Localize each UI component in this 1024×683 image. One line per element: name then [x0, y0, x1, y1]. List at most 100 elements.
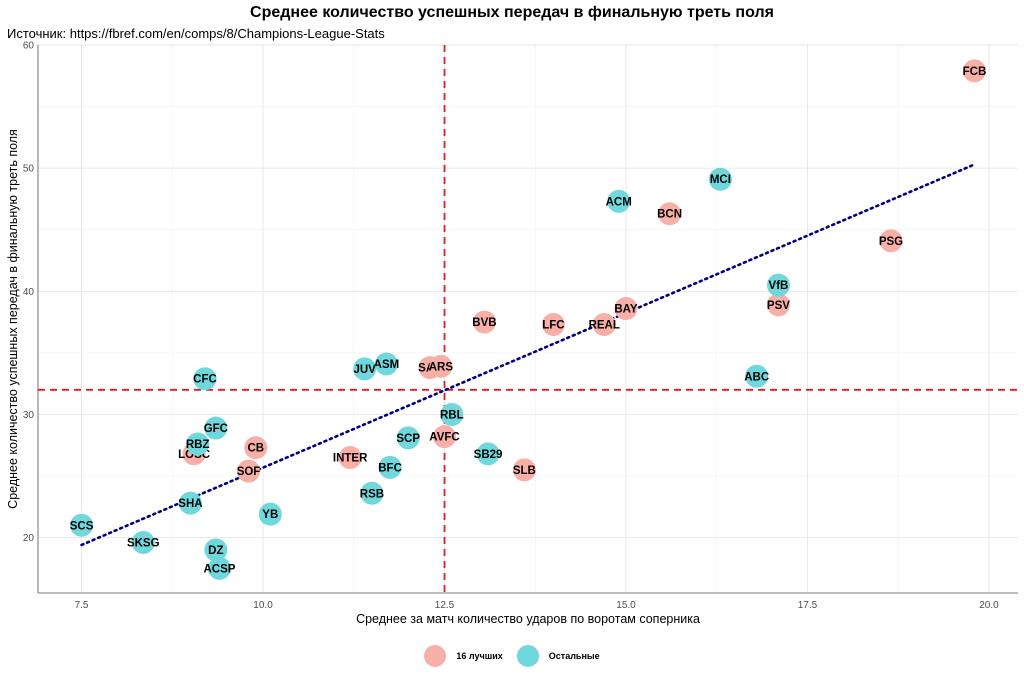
chart-title: Среднее количество успешных передач в фи… — [250, 4, 774, 21]
point-cfc: CFC — [193, 367, 217, 391]
point-abc: ABC — [744, 364, 769, 388]
point-label: SCS — [70, 520, 94, 532]
y-tick-label: 30 — [23, 410, 35, 421]
data-points: FCBPSGBCNPSVBAYREALLFCBVBSAPARSAVFCSLBIN… — [70, 59, 987, 580]
trend-line-path — [80, 163, 976, 547]
point-label: SCP — [396, 433, 420, 445]
legend-label-top16: 16 лучших — [456, 651, 503, 661]
point-sksg: SKSG — [127, 531, 160, 555]
point-lfc: LFC — [541, 313, 565, 337]
point-scs: SCS — [70, 513, 94, 537]
legend-item-others: Остальные — [516, 645, 600, 667]
point-marker — [374, 352, 398, 376]
point-label: FCB — [963, 66, 987, 78]
point-marker — [204, 538, 228, 562]
point-marker — [178, 491, 202, 515]
point-bvb: BVB — [472, 310, 497, 334]
chart-subtitle: Источник: https://fbref.com/en/comps/8/C… — [7, 26, 385, 41]
point-cb: CB — [244, 436, 268, 460]
point-label: SKSG — [127, 538, 160, 550]
point-bfc: BFC — [378, 455, 402, 479]
point-marker — [338, 446, 362, 470]
point-acsp: ACSP — [204, 556, 236, 580]
legend: 16 лучших Остальные — [0, 645, 1024, 667]
legend-item-top16: 16 лучших — [424, 645, 503, 667]
point-psg: PSG — [879, 229, 903, 253]
y-tick-label: 20 — [23, 533, 35, 544]
point-marker — [472, 310, 496, 334]
point-label: YB — [262, 509, 278, 521]
point-label: RSB — [360, 488, 384, 500]
point-bay: BAY — [614, 297, 638, 321]
point-inter: INTER — [333, 446, 368, 470]
point-marker — [353, 357, 377, 381]
point-sha: SHA — [178, 491, 203, 515]
point-label: ARS — [429, 361, 454, 373]
point-label: ACSP — [204, 563, 236, 575]
y-axis-title: Среднее количество успешных передач в фи… — [6, 129, 20, 509]
point-label: INTER — [333, 453, 368, 465]
point-avfc: AVFC — [429, 425, 460, 449]
point-marker — [512, 458, 536, 482]
x-tick-label: 10.0 — [253, 600, 273, 611]
point-ars: ARS — [429, 354, 454, 378]
point-sof: SOF — [237, 459, 261, 483]
point-gfc: GFC — [204, 416, 228, 440]
point-label: PSG — [879, 236, 903, 248]
point-mci: MCI — [708, 167, 732, 191]
point-label: PSV — [767, 300, 790, 312]
point-label: DZ — [208, 545, 223, 557]
x-tick-label: 12.5 — [435, 600, 455, 611]
point-marker — [70, 513, 94, 537]
point-label: GFC — [204, 423, 228, 435]
point-marker — [131, 531, 155, 555]
point-label: BAY — [614, 304, 638, 316]
point-marker — [658, 202, 682, 226]
point-marker — [204, 416, 228, 440]
point-label: CFC — [193, 374, 217, 386]
point-asm: ASM — [374, 352, 399, 376]
point-label: SLB — [513, 465, 536, 477]
point-label: RBZ — [186, 439, 210, 451]
point-acm: ACM — [606, 189, 632, 213]
point-rbl: RBL — [440, 402, 464, 426]
point-label: BCN — [657, 209, 682, 221]
reference-lines — [38, 45, 1018, 593]
x-tick-label: 15.0 — [616, 600, 636, 611]
point-marker — [429, 354, 453, 378]
point-bcn: BCN — [657, 202, 682, 226]
point-marker — [614, 297, 638, 321]
point-psv: PSV — [767, 293, 790, 317]
x-tick-label: 7.5 — [75, 600, 89, 611]
point-rsb: RSB — [360, 481, 384, 505]
point-juv: JUV — [353, 357, 377, 381]
point-dz: DZ — [204, 538, 228, 562]
grid-lines — [37, 44, 1018, 594]
point-sb29: SB29 — [474, 442, 503, 466]
y-tick-label: 40 — [23, 287, 35, 298]
point-label: RBL — [440, 409, 464, 421]
point-label: ACM — [606, 196, 632, 208]
point-label: SB29 — [474, 449, 503, 461]
y-tick-label: 50 — [23, 164, 35, 175]
point-label: ABC — [744, 371, 769, 383]
point-label: BVB — [472, 317, 496, 329]
point-marker — [541, 313, 565, 337]
point-marker — [186, 432, 210, 456]
point-fcb: FCB — [962, 59, 987, 83]
point-label: SOF — [237, 466, 261, 478]
point-marker — [193, 367, 217, 391]
point-marker — [592, 313, 616, 337]
point-rbz: RBZ — [186, 432, 210, 456]
point-label: VfB — [769, 280, 789, 292]
point-marker — [360, 481, 384, 505]
point-marker — [766, 273, 790, 297]
point-marker — [962, 59, 986, 83]
point-marker — [237, 459, 261, 483]
point-label: BFC — [378, 462, 402, 474]
point-vfb: VfB — [766, 273, 790, 297]
point-marker — [207, 556, 231, 580]
legend-swatch-others — [516, 645, 539, 667]
trend-line — [80, 163, 976, 547]
